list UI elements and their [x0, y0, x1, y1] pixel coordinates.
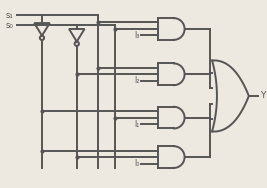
- Text: s₀: s₀: [5, 20, 13, 30]
- Text: I₀: I₀: [134, 159, 140, 168]
- Text: I₁: I₁: [134, 120, 140, 129]
- Text: s₁: s₁: [5, 11, 13, 20]
- Text: Y: Y: [260, 92, 266, 100]
- Text: I₂: I₂: [134, 76, 140, 85]
- Text: I₃: I₃: [134, 31, 140, 40]
